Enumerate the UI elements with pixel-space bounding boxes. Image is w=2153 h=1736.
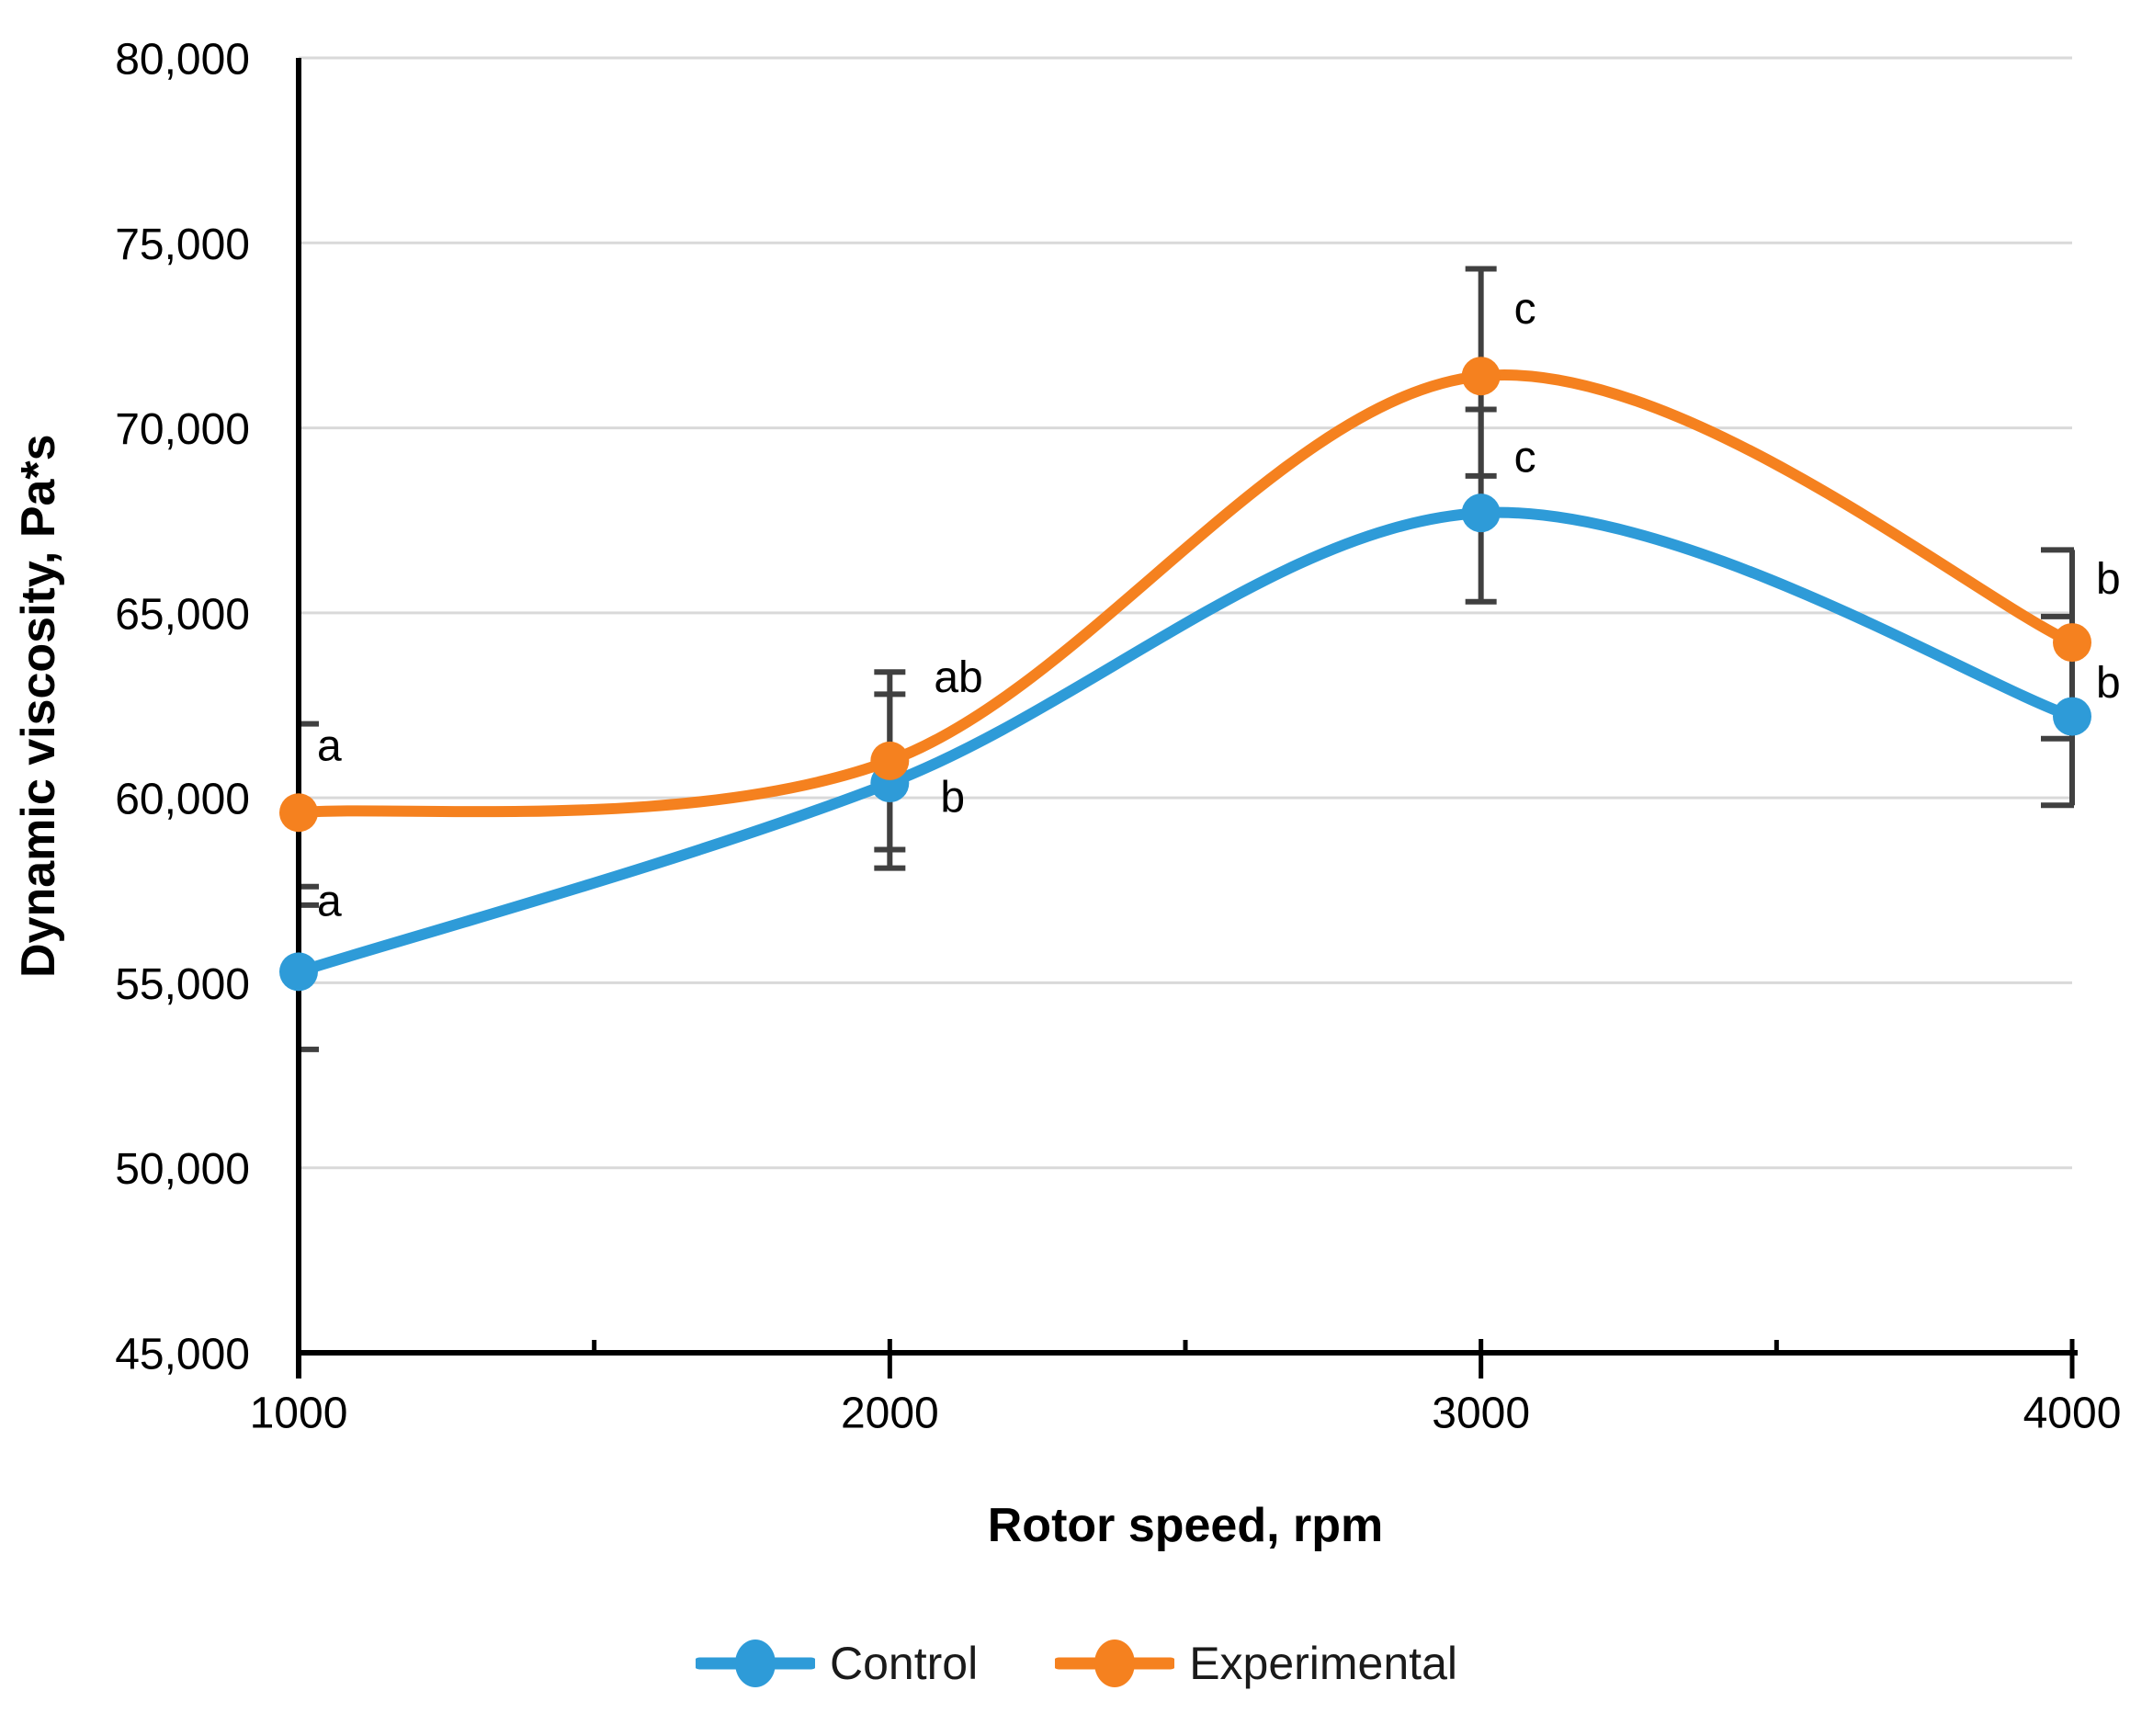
experimental-data-point — [870, 741, 910, 780]
y-tick-label: 55,000 — [115, 960, 250, 1009]
x-tick-label: 4000 — [2023, 1390, 2122, 1438]
x-tick-label: 2000 — [841, 1390, 939, 1438]
legend-marker-control-icon — [696, 1640, 815, 1687]
significance-letter: ab — [934, 653, 982, 702]
significance-letter: c — [1514, 285, 1536, 334]
x-tick-label: 3000 — [1432, 1390, 1530, 1438]
y-tick-label: 50,000 — [115, 1145, 250, 1194]
y-axis-title: Dynamic viscosity, Pa*s — [12, 434, 65, 978]
experimental-data-point — [1461, 357, 1501, 396]
y-tick-label: 65,000 — [115, 590, 250, 639]
y-tick-label: 75,000 — [115, 221, 250, 269]
significance-letter: a — [317, 721, 342, 770]
legend-label: Experimental — [1189, 1638, 1457, 1689]
significance-letter: b — [2096, 555, 2121, 604]
control-data-point — [279, 952, 318, 992]
control-line — [293, 506, 2078, 978]
legend-marker-experimental-icon — [1055, 1640, 1175, 1687]
significance-letter: a — [317, 877, 342, 925]
chart-legend: Control Experimental — [0, 1628, 2153, 1698]
experimental-line — [293, 369, 2078, 819]
y-tick-label: 60,000 — [115, 776, 250, 824]
significance-letter: c — [1514, 433, 1536, 482]
x-tick-label: 1000 — [250, 1390, 348, 1438]
control-data-point — [1461, 494, 1501, 533]
y-tick-label: 45,000 — [115, 1331, 250, 1379]
y-tick-label: 80,000 — [115, 36, 250, 85]
control-data-point — [2053, 697, 2091, 736]
experimental-data-point — [279, 793, 318, 833]
legend-label: Control — [830, 1638, 979, 1689]
experimental-data-point — [2053, 623, 2091, 663]
y-tick-label: 70,000 — [115, 405, 250, 454]
legend-item-experimental: Experimental — [1055, 1628, 1457, 1698]
significance-letter: b — [2096, 659, 2121, 708]
x-axis-title: Rotor speed, rpm — [987, 1499, 1384, 1552]
legend-item-control: Control — [696, 1628, 978, 1698]
significance-letter: b — [940, 774, 965, 823]
